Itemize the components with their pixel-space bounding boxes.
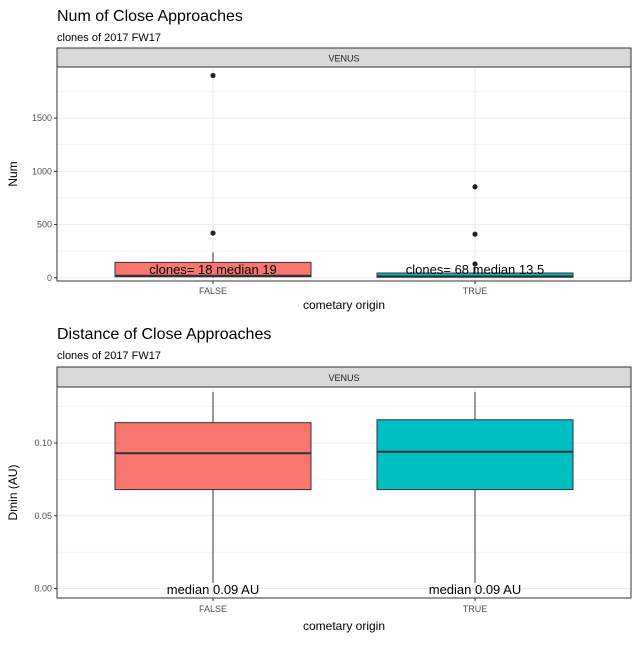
outlier-point [472, 231, 478, 237]
facet-label: VENUS [328, 373, 359, 383]
panel-border [56, 66, 632, 282]
annotation-label: median 0.09 AU [429, 582, 522, 597]
box-true [376, 419, 574, 491]
facet-label: VENUS [328, 54, 359, 64]
y-axis-label: Num [6, 161, 20, 186]
x-axis-label: cometary origin [303, 298, 385, 312]
y-tick-label: 500 [37, 220, 52, 230]
y-tick-label: 0 [47, 273, 52, 283]
x-axis-label: cometary origin [303, 619, 385, 633]
x-tick-label: TRUE [463, 604, 488, 614]
x-tick-label: FALSE [199, 286, 227, 296]
chart-title: Num of Close Approaches [57, 8, 243, 25]
box-false [114, 422, 312, 491]
outlier-point [472, 261, 478, 267]
y-tick-label: 0.05 [34, 511, 52, 521]
y-tick-label: 1500 [32, 113, 52, 123]
y-axis-label: Dmin (AU) [6, 464, 20, 520]
plot-panel [57, 387, 631, 598]
x-tick-label: FALSE [199, 604, 227, 614]
x-tick-label: TRUE [463, 286, 488, 296]
chart-title: Distance of Close Approaches [57, 326, 271, 343]
y-tick-label: 0.00 [34, 584, 52, 594]
y-tick-label: 1000 [32, 166, 52, 176]
plot-panel [57, 67, 631, 281]
annotation-label: median 0.09 AU [167, 582, 260, 597]
outlier-point [210, 72, 216, 79]
annotation-label: clones= 18 median 19 [149, 262, 277, 277]
chart-subtitle: clones of 2017 FW17 [57, 32, 161, 44]
y-tick-label: 0.10 [34, 438, 52, 448]
panel-border [56, 386, 632, 599]
outlier-point [210, 230, 216, 236]
outlier-point [472, 184, 478, 190]
chart-subtitle: clones of 2017 FW17 [57, 350, 161, 362]
annotation-label: clones= 68 median 13.5 [406, 262, 544, 277]
